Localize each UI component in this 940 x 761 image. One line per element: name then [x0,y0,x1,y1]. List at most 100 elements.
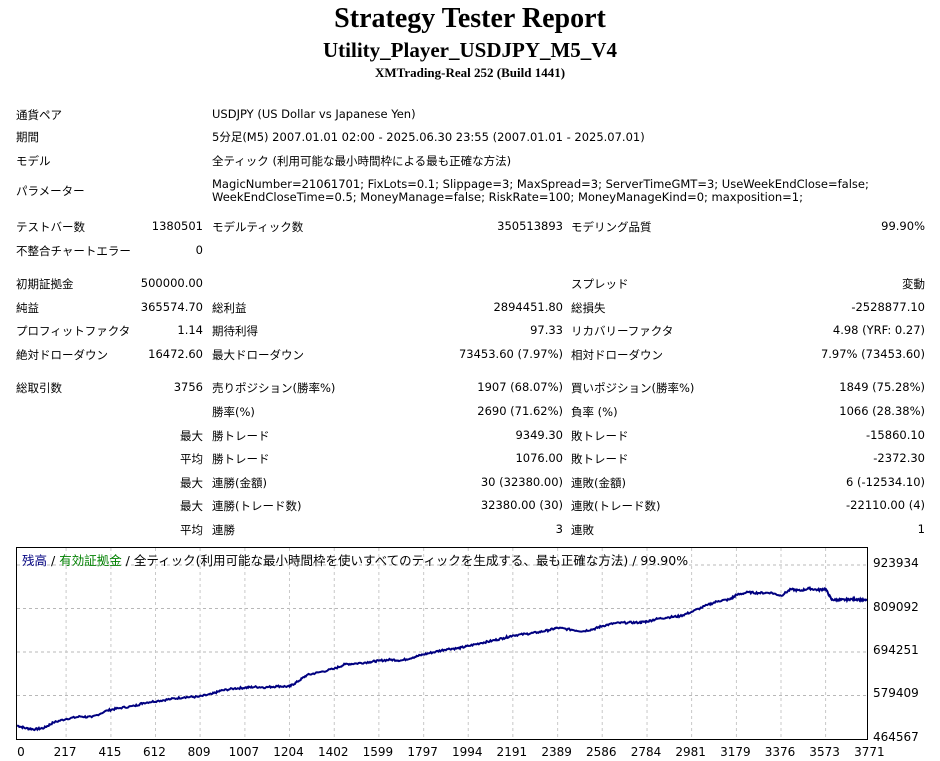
rel-dd-value: 7.97% (73453.60) [821,347,925,361]
mismatch-label: 不整合チャートエラー [16,243,131,259]
mismatch-value: 0 [196,243,203,257]
max-dd-label: 最大ドローダウン [212,347,304,363]
x-tick-label: 2784 [631,745,662,759]
x-tick-label: 2389 [541,745,572,759]
max-consec-win-trades-value: 32380.00 (30) [481,498,563,512]
max-consec-win-label: 連勝(金額) [212,475,267,491]
model-value: 全ティック (利用可能な最小時間枠による最も正確な方法) [212,153,511,169]
lossrate-label: 負率 (%) [571,404,618,420]
max-word: 最大 [180,428,203,444]
legend-equity: 有効証拠金 [59,553,122,568]
balance-chart-svg [17,548,867,739]
net-value: 365574.70 [141,300,203,314]
chart-legend: 残高 / 有効証拠金 / 全ティック(利用可能な最小時間枠を使いすべてのティック… [22,550,688,569]
short-label: 売りポジション(勝率%) [212,380,335,396]
max-consec-win-value: 30 (32380.00) [481,475,563,489]
x-tick-label: 1204 [273,745,304,759]
long-label: 買いポジション(勝率%) [571,380,694,396]
y-tick-label: 809092 [873,600,919,614]
x-tick-label: 415 [98,745,121,759]
x-tick-label: 809 [188,745,211,759]
pf-value: 1.14 [177,323,203,337]
deposit-label: 初期証拠金 [16,276,74,292]
period-value: 5分足(M5) 2007.01.01 02:00 - 2025.06.30 23… [212,129,645,145]
pf-label: プロフィットファクタ [16,323,130,339]
x-tick-label: 3376 [765,745,796,759]
x-tick-label: 3573 [809,745,840,759]
y-tick-label: 464567 [873,730,919,744]
bars-value: 1380501 [152,219,203,233]
abs-dd-value: 16472.60 [148,347,203,361]
long-value: 1849 (75.28%) [839,380,925,394]
lossrate-value: 1066 (28.38%) [839,404,925,418]
ea-name: Utility_Player_USDJPY_M5_V4 [0,38,940,63]
ticks-label: モデルティック数 [212,219,303,235]
max-consec-win-trades-label: 連勝(トレード数) [212,498,301,514]
params-line-2: WeekEndCloseTime=0.5; MoneyManage=false;… [212,191,912,204]
recovery-value: 4.98 (YRF: 0.27) [833,323,925,337]
avg-loss-label: 敗トレード [571,451,629,467]
x-tick-label: 3771 [854,745,885,759]
winrate-value: 2690 (71.62%) [477,404,563,418]
max-dd-value: 73453.60 (7.97%) [459,347,563,361]
recovery-label: リカバリーファクタ [571,323,673,339]
pair-label: 通貨ペア [16,107,62,123]
legend-description: 全ティック(利用可能な最小時間枠を使いすべてのティックを生成する、最も正確な方法… [134,553,688,568]
expected-label: 期待利得 [212,323,258,339]
x-tick-label: 217 [54,745,77,759]
bars-label: テストバー数 [16,219,85,235]
avg-word: 平均 [180,522,203,538]
ticks-value: 350513893 [497,219,563,233]
y-tick-label: 923934 [873,556,919,570]
gross-loss-label: 総損失 [571,300,606,316]
x-tick-label: 1797 [407,745,438,759]
x-tick-label: 612 [143,745,166,759]
gross-profit-value: 2894451.80 [493,300,563,314]
period-label: 期間 [16,129,39,145]
largest-loss-value: -15860.10 [866,428,925,442]
quality-label: モデリング品質 [571,219,652,235]
largest-loss-label: 敗トレード [571,428,629,444]
avg-win-label: 勝トレード [212,451,270,467]
largest-win-label: 勝トレード [212,428,270,444]
total-trades-label: 総取引数 [16,380,62,396]
x-tick-label: 1402 [318,745,349,759]
y-tick-label: 579409 [873,686,919,700]
quality-value: 99.90% [881,219,925,233]
report-title: Strategy Tester Report [0,3,940,35]
spread-value: 変動 [902,276,925,292]
balance-chart [16,547,868,740]
pair-value: USDJPY (US Dollar vs Japanese Yen) [212,107,416,121]
x-tick-label: 2586 [586,745,617,759]
params-value: MagicNumber=21061701; FixLots=0.1; Slipp… [212,178,912,204]
largest-win-value: 9349.30 [515,428,563,442]
max-word: 最大 [180,498,203,514]
max-consec-loss-trades-label: 連敗(トレード数) [571,498,660,514]
max-consec-loss-label: 連敗(金額) [571,475,626,491]
x-tick-label: 1994 [452,745,483,759]
avg-loss-value: -2372.30 [873,451,925,465]
net-label: 純益 [16,300,39,316]
rel-dd-label: 相対ドローダウン [571,347,663,363]
x-tick-label: 1007 [229,745,260,759]
abs-dd-label: 絶対ドローダウン [16,347,108,363]
max-consec-loss-trades-value: -22110.00 (4) [846,498,925,512]
avg-consec-loss-value: 1 [918,522,925,536]
legend-sep-2: / [122,553,134,568]
x-tick-label: 1599 [363,745,394,759]
avg-word: 平均 [180,451,203,467]
short-value: 1907 (68.07%) [477,380,563,394]
legend-balance: 残高 [22,553,47,568]
total-trades-value: 3756 [174,380,203,394]
avg-win-value: 1076.00 [515,451,563,465]
spread-label: スプレッド [571,276,629,292]
x-tick-label: 0 [17,745,25,759]
avg-consec-win-value: 3 [556,522,563,536]
winrate-label: 勝率(%) [212,404,255,420]
server-info: XMTrading-Real 252 (Build 1441) [0,65,940,81]
max-word: 最大 [180,475,203,491]
avg-consec-loss-label: 連敗 [571,522,594,538]
model-label: モデル [16,153,51,169]
gross-loss-value: -2528877.10 [851,300,925,314]
expected-value: 97.33 [530,323,563,337]
